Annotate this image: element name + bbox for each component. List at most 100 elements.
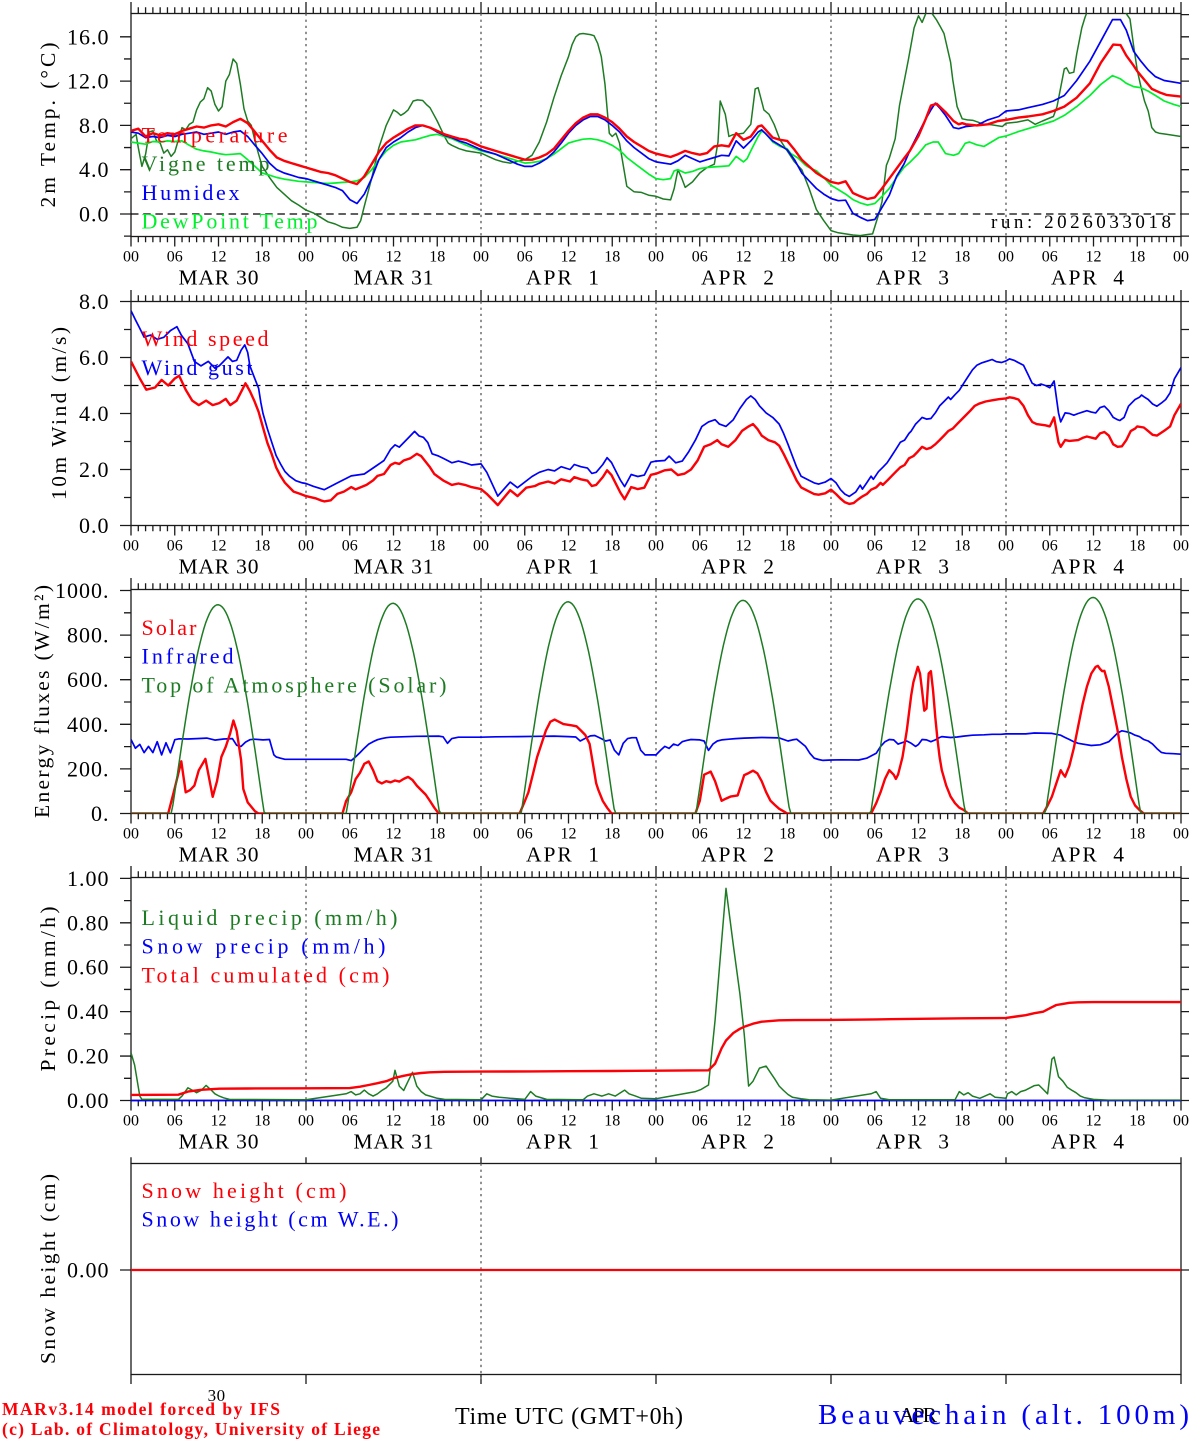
svg-text:12: 12 bbox=[911, 248, 927, 265]
svg-text:18: 18 bbox=[1129, 537, 1145, 554]
svg-text:18: 18 bbox=[779, 1112, 795, 1129]
svg-text:Liquid precip (mm/h): Liquid precip (mm/h) bbox=[142, 905, 398, 930]
svg-text:8.0: 8.0 bbox=[79, 113, 110, 138]
svg-text:12: 12 bbox=[561, 537, 577, 554]
svg-text:200.: 200. bbox=[67, 756, 110, 781]
svg-text:06: 06 bbox=[1042, 248, 1058, 265]
svg-text:MAR 31: MAR 31 bbox=[354, 555, 434, 579]
svg-text:06: 06 bbox=[517, 825, 533, 842]
svg-text:0.00: 0.00 bbox=[67, 1088, 110, 1113]
svg-text:18: 18 bbox=[604, 1112, 620, 1129]
svg-text:16.0: 16.0 bbox=[67, 24, 110, 49]
svg-text:00: 00 bbox=[123, 825, 139, 842]
svg-text:00: 00 bbox=[298, 248, 314, 265]
svg-text:12: 12 bbox=[211, 1112, 227, 1129]
svg-text:Wind gust: Wind gust bbox=[142, 355, 253, 380]
svg-text:18: 18 bbox=[1129, 1112, 1145, 1129]
svg-text:MAR 31: MAR 31 bbox=[354, 843, 434, 867]
svg-text:APR 3: APR 3 bbox=[876, 555, 949, 579]
svg-text:06: 06 bbox=[517, 537, 533, 554]
svg-text:18: 18 bbox=[429, 248, 445, 265]
svg-text:APR 4: APR 4 bbox=[1051, 266, 1124, 290]
svg-text:00: 00 bbox=[1173, 248, 1189, 265]
svg-text:0.: 0. bbox=[91, 801, 110, 826]
svg-text:00: 00 bbox=[1173, 537, 1189, 554]
svg-text:Beauvechain (alt. 100m): Beauvechain (alt. 100m) bbox=[818, 1399, 1189, 1431]
svg-text:06: 06 bbox=[692, 1112, 708, 1129]
svg-text:18: 18 bbox=[429, 825, 445, 842]
svg-text:06: 06 bbox=[1042, 825, 1058, 842]
svg-text:APR 4: APR 4 bbox=[1051, 1130, 1124, 1154]
svg-text:0.0: 0.0 bbox=[79, 513, 110, 538]
svg-text:0.00: 0.00 bbox=[67, 1258, 110, 1283]
svg-text:00: 00 bbox=[298, 825, 314, 842]
svg-text:06: 06 bbox=[517, 1112, 533, 1129]
svg-text:12: 12 bbox=[911, 825, 927, 842]
svg-text:06: 06 bbox=[342, 1112, 358, 1129]
svg-text:06: 06 bbox=[342, 825, 358, 842]
svg-text:00: 00 bbox=[648, 537, 664, 554]
svg-text:12: 12 bbox=[561, 1112, 577, 1129]
svg-text:600.: 600. bbox=[67, 667, 110, 692]
svg-text:18: 18 bbox=[429, 1112, 445, 1129]
svg-text:06: 06 bbox=[1042, 1112, 1058, 1129]
svg-text:800.: 800. bbox=[67, 623, 110, 648]
svg-text:00: 00 bbox=[473, 825, 489, 842]
svg-text:06: 06 bbox=[692, 537, 708, 554]
svg-text:MAR 30: MAR 30 bbox=[179, 1130, 259, 1154]
svg-text:APR 1: APR 1 bbox=[526, 1130, 599, 1154]
svg-text:12: 12 bbox=[211, 248, 227, 265]
svg-text:APR 4: APR 4 bbox=[1051, 555, 1124, 579]
svg-text:18: 18 bbox=[604, 825, 620, 842]
svg-text:0.40: 0.40 bbox=[67, 999, 110, 1024]
svg-text:1000.: 1000. bbox=[55, 578, 110, 603]
svg-text:06: 06 bbox=[167, 1112, 183, 1129]
svg-text:18: 18 bbox=[954, 1112, 970, 1129]
svg-text:30: 30 bbox=[208, 1386, 226, 1405]
svg-text:Infrared: Infrared bbox=[142, 644, 234, 669]
svg-text:MARv3.14 model forced by IFS: MARv3.14 model forced by IFS bbox=[2, 1399, 280, 1419]
svg-text:MAR 31: MAR 31 bbox=[354, 266, 434, 290]
svg-text:18: 18 bbox=[254, 1112, 270, 1129]
svg-text:MAR 30: MAR 30 bbox=[179, 843, 259, 867]
svg-text:06: 06 bbox=[867, 1112, 883, 1129]
svg-text:00: 00 bbox=[998, 825, 1014, 842]
svg-text:18: 18 bbox=[604, 537, 620, 554]
svg-text:06: 06 bbox=[167, 537, 183, 554]
svg-text:00: 00 bbox=[298, 1112, 314, 1129]
svg-text:06: 06 bbox=[167, 248, 183, 265]
svg-text:00: 00 bbox=[998, 248, 1014, 265]
svg-text:Solar: Solar bbox=[142, 615, 198, 640]
svg-text:MAR 31: MAR 31 bbox=[354, 1130, 434, 1154]
svg-text:APR 2: APR 2 bbox=[701, 555, 774, 579]
svg-text:Vigne temp: Vigne temp bbox=[142, 151, 270, 176]
svg-text:MAR 30: MAR 30 bbox=[179, 266, 259, 290]
svg-text:18: 18 bbox=[954, 248, 970, 265]
svg-text:18: 18 bbox=[254, 537, 270, 554]
svg-text:00: 00 bbox=[648, 1112, 664, 1129]
svg-text:APR 1: APR 1 bbox=[526, 555, 599, 579]
svg-text:18: 18 bbox=[429, 537, 445, 554]
svg-text:0.60: 0.60 bbox=[67, 955, 110, 980]
svg-text:00: 00 bbox=[473, 1112, 489, 1129]
svg-text:4.0: 4.0 bbox=[79, 157, 110, 182]
svg-text:10m Wind (m/s): 10m Wind (m/s) bbox=[47, 327, 71, 500]
svg-text:06: 06 bbox=[167, 825, 183, 842]
svg-text:2.0: 2.0 bbox=[79, 457, 110, 482]
svg-text:18: 18 bbox=[954, 537, 970, 554]
svg-text:12: 12 bbox=[736, 248, 752, 265]
svg-text:00: 00 bbox=[823, 537, 839, 554]
svg-text:Total cumulated (cm): Total cumulated (cm) bbox=[142, 962, 390, 987]
svg-text:0.80: 0.80 bbox=[67, 910, 110, 935]
svg-text:12: 12 bbox=[1086, 248, 1102, 265]
svg-text:18: 18 bbox=[1129, 248, 1145, 265]
svg-text:APR 3: APR 3 bbox=[876, 266, 949, 290]
svg-text:0.0: 0.0 bbox=[79, 202, 110, 227]
svg-text:APR: APR bbox=[899, 1403, 938, 1427]
svg-text:Temperature: Temperature bbox=[142, 123, 288, 148]
svg-text:APR 3: APR 3 bbox=[876, 1130, 949, 1154]
svg-text:06: 06 bbox=[692, 825, 708, 842]
svg-text:12: 12 bbox=[561, 825, 577, 842]
svg-text:APR 2: APR 2 bbox=[701, 843, 774, 867]
svg-text:00: 00 bbox=[123, 537, 139, 554]
